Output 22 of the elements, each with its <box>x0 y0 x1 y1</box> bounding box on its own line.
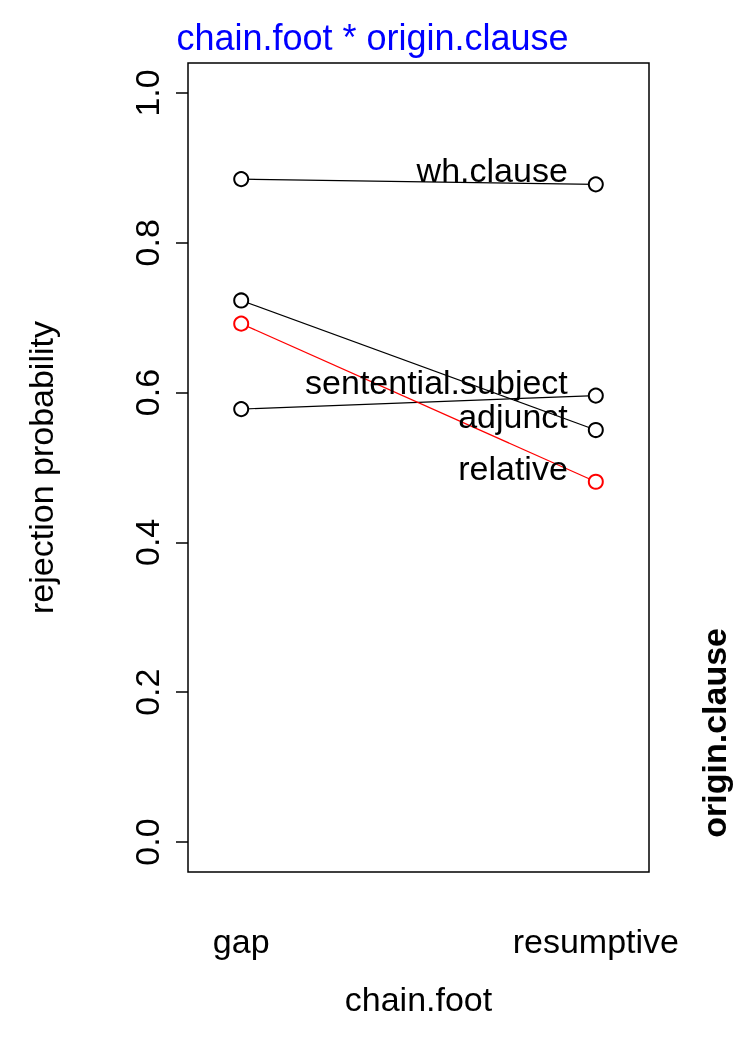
series-label: wh.clause <box>415 151 568 190</box>
point <box>587 387 604 404</box>
y-tick-label: 0.4 <box>128 518 166 567</box>
point <box>587 422 604 439</box>
y-tick-label: 0.6 <box>128 368 166 417</box>
y-axis-title: rejection probability <box>22 321 60 614</box>
series-label: relative <box>458 448 568 487</box>
y-tick-label: 0.0 <box>128 818 166 866</box>
y-tick-label: 1.0 <box>128 69 166 117</box>
chart-title: chain.foot * origin.clause <box>176 16 569 58</box>
point <box>233 292 250 309</box>
y-tick-label: 0.2 <box>128 668 166 716</box>
legend-title: origin.clause <box>695 627 733 838</box>
point <box>587 473 604 490</box>
x-tick-label: gap <box>212 922 270 960</box>
point <box>233 401 250 418</box>
y-tick-label: 0.8 <box>128 219 166 267</box>
x-tick-label: resumptive <box>512 922 679 960</box>
point <box>233 171 250 188</box>
x-axis-title: chain.foot <box>344 980 493 1018</box>
point <box>233 315 250 332</box>
point <box>587 176 604 193</box>
